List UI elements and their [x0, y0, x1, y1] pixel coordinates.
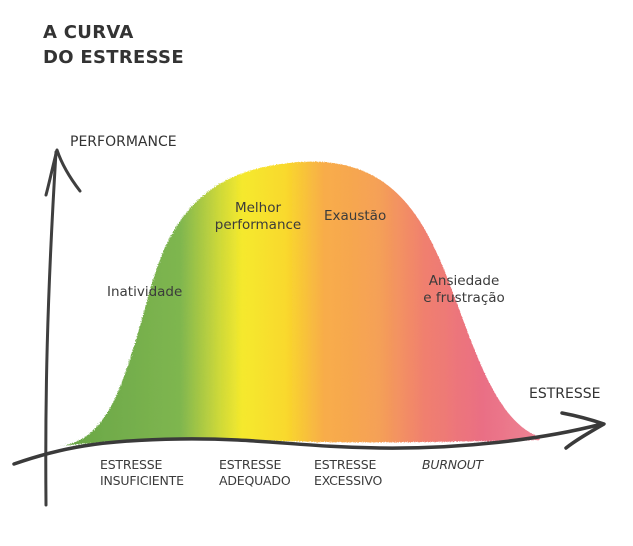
- x-axis-line: [12, 422, 604, 466]
- title-line-1: A CURVA: [43, 22, 134, 43]
- zone-insufficient-line-1: ESTRESSE: [100, 457, 163, 472]
- label-exhaustion: Exaustão: [324, 208, 387, 224]
- label-anxiety-frustration: Ansiedade e frustração: [410, 273, 518, 307]
- title-line-2: DO ESTRESSE: [43, 47, 184, 68]
- label-best-performance: Melhor performance: [206, 200, 310, 234]
- zone-adequate-stress: ESTRESSE ADEQUADO: [219, 457, 291, 489]
- zone-burnout-line-1: BURNOUT: [422, 457, 483, 472]
- label-anxiety-line-1: Ansiedade: [428, 273, 500, 289]
- label-best-line-2: performance: [214, 217, 302, 233]
- x-axis-label: ESTRESSE: [529, 386, 601, 402]
- label-best-line-1: Melhor: [234, 200, 282, 216]
- x-axis-arrow-icon: [560, 411, 606, 450]
- page-title: A CURVA DO ESTRESSE: [43, 20, 184, 70]
- zone-burnout: BURNOUT: [422, 457, 483, 473]
- zone-insufficient-line-2: INSUFICIENTE: [100, 473, 184, 488]
- y-axis-line: [44, 150, 58, 507]
- bell-curve-area: [60, 161, 540, 447]
- zone-adequate-line-1: ESTRESSE: [219, 457, 282, 472]
- zone-excessive-stress: ESTRESSE EXCESSIVO: [314, 457, 382, 489]
- label-inactivity: Inatividade: [107, 284, 183, 300]
- y-axis-arrow-icon: [44, 148, 82, 197]
- zone-insufficient-stress: ESTRESSE INSUFICIENTE: [100, 457, 184, 489]
- label-anxiety-line-2: e frustração: [423, 290, 505, 306]
- zone-excessive-line-1: ESTRESSE: [314, 457, 377, 472]
- zone-excessive-line-2: EXCESSIVO: [314, 473, 383, 488]
- zone-adequate-line-2: ADEQUADO: [219, 473, 291, 488]
- y-axis-label: PERFORMANCE: [70, 134, 177, 150]
